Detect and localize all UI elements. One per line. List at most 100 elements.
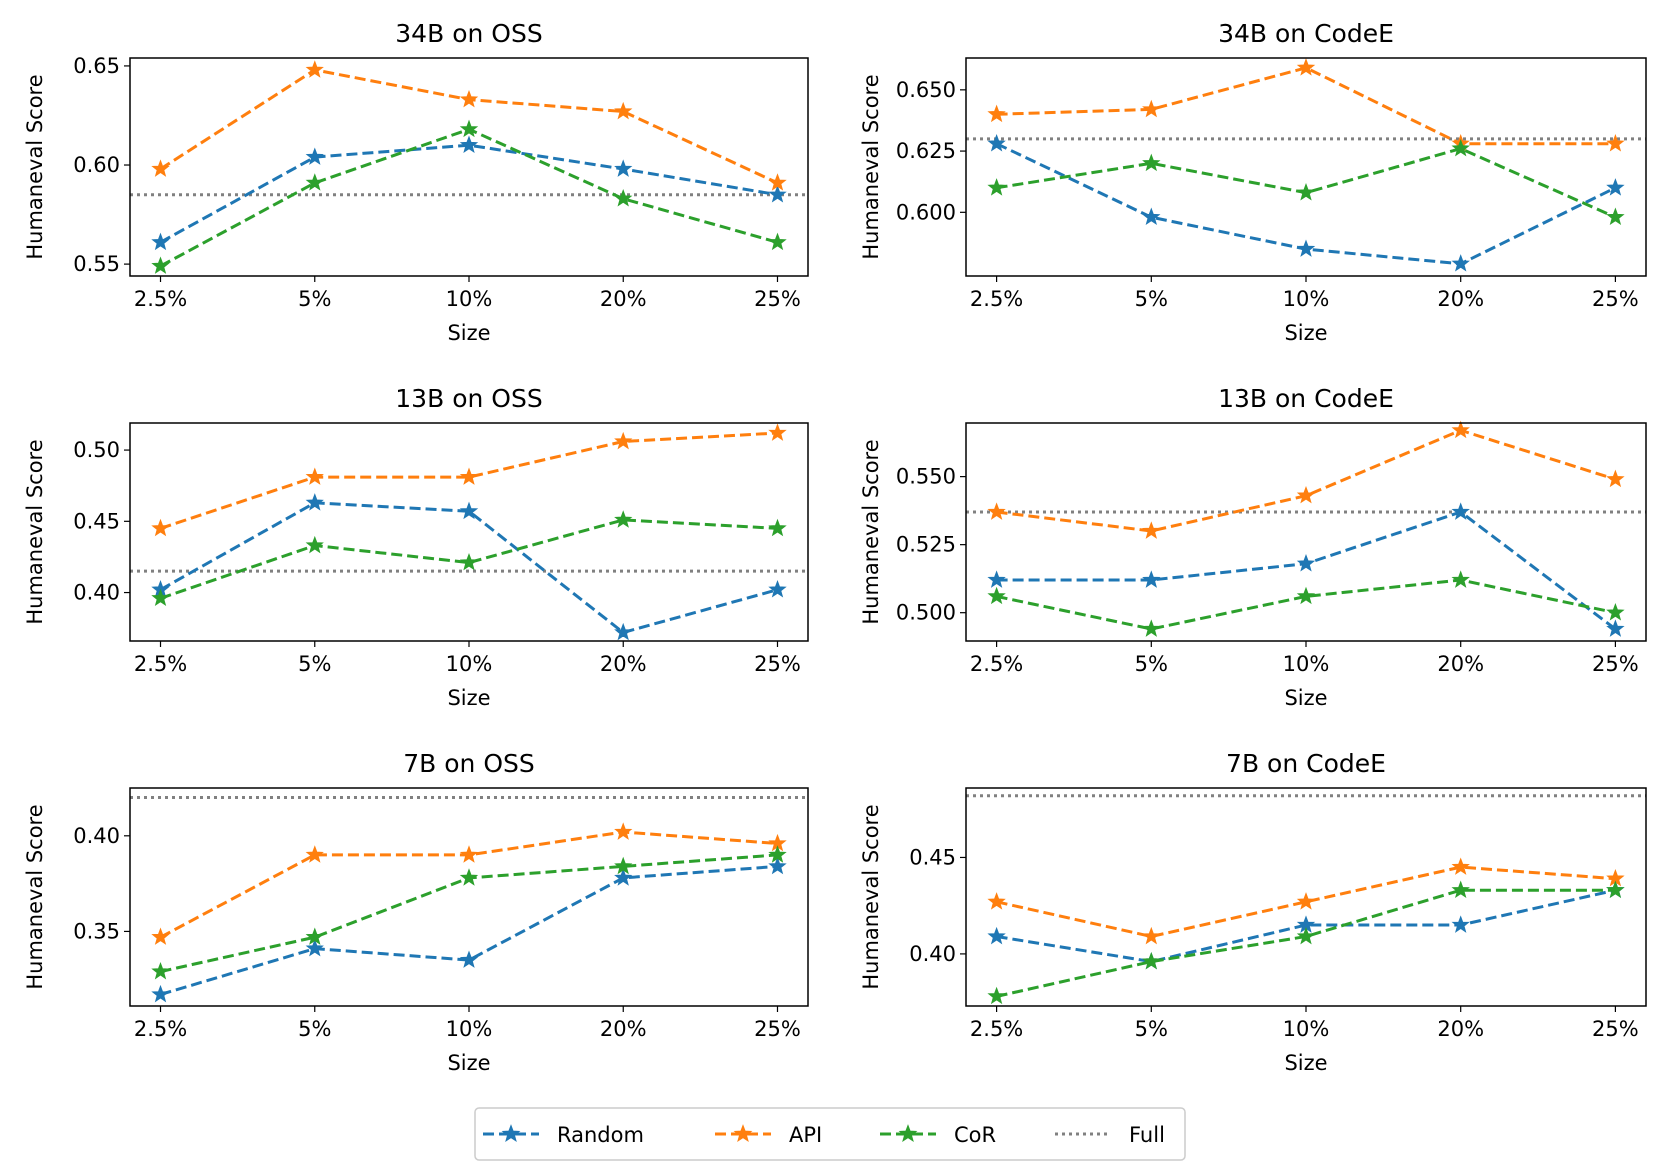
y-tick-label: 0.45 — [73, 509, 120, 533]
x-axis-label: Size — [1284, 321, 1327, 345]
x-tick-label: 10% — [1283, 652, 1330, 676]
subplot-title: 13B on CodeE — [1218, 384, 1394, 413]
data-point-api — [1606, 134, 1625, 152]
x-tick-label: 5% — [1135, 1017, 1168, 1041]
data-point-cor — [1296, 586, 1316, 605]
x-tick-label: 25% — [1592, 1017, 1639, 1041]
data-point-random — [1142, 570, 1161, 588]
x-tick-label: 20% — [1437, 652, 1484, 676]
data-point-cor — [1142, 951, 1161, 970]
data-point-random — [1606, 619, 1625, 637]
x-tick-label: 25% — [754, 287, 801, 311]
subplot-title: 13B on OSS — [395, 384, 542, 413]
data-point-cor — [1606, 207, 1625, 226]
data-point-cor — [768, 845, 787, 863]
legend-label: Random — [557, 1123, 644, 1147]
plot-frame — [129, 422, 809, 642]
data-point-api — [1142, 521, 1161, 539]
series-line-cor — [996, 888, 1616, 998]
series-line-cor — [159, 127, 778, 268]
data-point-cor — [987, 986, 1006, 1005]
legend-item-full: Full — [1055, 1123, 1165, 1147]
data-point-random — [151, 984, 170, 1003]
data-point-cor — [1451, 138, 1470, 157]
x-tick-label: 25% — [1592, 287, 1639, 311]
x-tick-label: 20% — [1437, 287, 1484, 311]
legend-label: Full — [1129, 1123, 1165, 1147]
data-point-api — [1296, 892, 1316, 910]
legend-star-marker — [898, 1124, 918, 1143]
data-point-api — [305, 845, 324, 863]
y-axis-label: Humaneval Score — [859, 74, 883, 259]
series-line-cor — [996, 147, 1617, 219]
data-point-cor — [614, 510, 633, 528]
data-point-cor — [459, 868, 479, 886]
series-line-random — [996, 888, 1616, 964]
plot-frame — [129, 787, 809, 1007]
data-point-random — [1296, 554, 1316, 572]
y-tick-label: 0.525 — [896, 533, 956, 557]
data-point-api — [1451, 420, 1470, 439]
data-point-cor — [459, 552, 479, 571]
x-tick-label: 2.5% — [970, 652, 1023, 676]
x-tick-label: 2.5% — [134, 1017, 187, 1041]
subplot-title: 7B on CodeE — [1226, 749, 1386, 778]
data-point-cor — [151, 961, 170, 980]
data-point-api — [987, 104, 1006, 123]
data-point-random — [459, 501, 479, 520]
data-point-random — [768, 580, 787, 598]
x-tick-label: 2.5% — [970, 287, 1023, 311]
subplot-title: 34B on OSS — [395, 19, 542, 48]
subplot-3: 13B on OSS 2.5% 5% 10% 20% 25% 0.40 0.45 0.50 Siz… — [23, 384, 809, 710]
data-point-cor — [1451, 880, 1470, 899]
x-tick-label: 10% — [446, 287, 493, 311]
data-point-api — [151, 159, 170, 177]
data-point-cor — [987, 178, 1006, 196]
plot-frame — [129, 57, 809, 277]
y-axis-label: Humaneval Score — [23, 804, 47, 989]
x-axis-label: Size — [1284, 1051, 1327, 1075]
x-tick-label: 20% — [600, 652, 647, 676]
data-point-random — [151, 232, 170, 251]
x-tick-label: 25% — [754, 1017, 801, 1041]
subplot-5: 7B on OSS 2.5% 5% 10% 20% 25% 0.35 0.40 Size Huma… — [23, 749, 809, 1075]
subplot-2: 34B on CodeE 2.5% 5% 10% 20% 25% 0.600 0.625 0.6… — [859, 19, 1647, 345]
x-tick-label: 20% — [600, 287, 647, 311]
data-point-random — [305, 493, 324, 511]
data-point-api — [1142, 99, 1161, 118]
data-point-random — [1296, 239, 1316, 257]
x-tick-label: 2.5% — [134, 652, 187, 676]
legend-star-marker — [733, 1124, 753, 1143]
x-axis-label: Size — [1284, 686, 1327, 710]
data-point-random — [614, 868, 633, 886]
series-line-random — [159, 501, 778, 635]
data-point-cor — [614, 856, 633, 875]
y-tick-label: 0.50 — [73, 438, 120, 462]
y-tick-label: 0.500 — [896, 601, 956, 625]
data-point-api — [614, 431, 633, 450]
x-axis-label: Size — [447, 686, 490, 710]
x-tick-label: 20% — [1437, 1017, 1484, 1041]
legend-label: API — [789, 1123, 822, 1147]
x-tick-label: 5% — [298, 1017, 331, 1041]
legend-item-api: API — [715, 1123, 822, 1147]
data-point-cor — [1142, 153, 1161, 172]
series-line-api — [996, 66, 1616, 146]
data-point-api — [614, 822, 633, 840]
data-point-cor — [1606, 880, 1625, 899]
y-tick-label: 0.550 — [896, 465, 956, 489]
data-point-random — [614, 622, 633, 641]
data-point-cor — [768, 518, 787, 537]
data-point-api — [459, 89, 479, 108]
data-point-api — [1606, 469, 1625, 488]
data-point-cor — [305, 927, 324, 945]
y-tick-label: 0.45 — [909, 845, 956, 869]
data-point-random — [305, 147, 324, 165]
y-tick-label: 0.40 — [73, 824, 120, 848]
x-tick-label: 5% — [298, 287, 331, 311]
y-tick-label: 0.35 — [73, 919, 120, 943]
x-tick-label: 5% — [1135, 287, 1168, 311]
data-point-api — [768, 173, 787, 191]
x-tick-label: 5% — [298, 652, 331, 676]
